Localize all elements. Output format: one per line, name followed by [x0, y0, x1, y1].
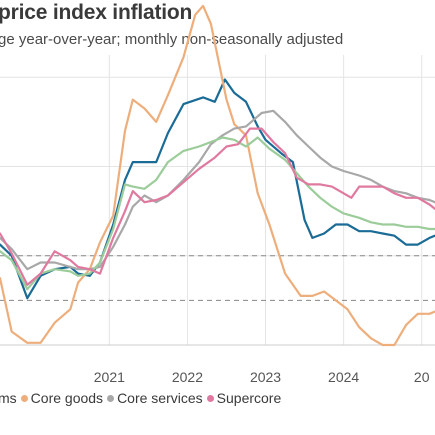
- chart-title: price index inflation: [0, 1, 193, 24]
- x-tick-label: 2021: [94, 369, 125, 385]
- series-line-core-services: [0, 109, 435, 271]
- legend-label: Core goods: [30, 390, 104, 406]
- x-tick-label: 2024: [328, 369, 359, 385]
- legend-label: Core services: [117, 390, 203, 406]
- series-line-ms: [0, 78, 435, 300]
- chart-legend: ms Core goods Core services Supercore: [0, 390, 285, 406]
- legend-dot-icon: [206, 394, 214, 402]
- legend-label: ms: [0, 390, 17, 406]
- legend-item-all: ms: [0, 390, 17, 406]
- legend-item-core-goods: Core goods: [20, 390, 104, 406]
- chart-subtitle: ge year-over-year; monthly non-seasonall…: [0, 31, 344, 48]
- x-tick-label: 2023: [250, 369, 281, 385]
- series-line-unnamed: [0, 136, 435, 291]
- series-line-supercore: [0, 127, 435, 286]
- legend-item-core-services: Core services: [107, 390, 203, 406]
- x-tick-label: 2022: [172, 369, 203, 385]
- legend-dot-icon: [20, 394, 28, 402]
- legend-item-supercore: Supercore: [206, 390, 282, 406]
- series-line-core-goods: [0, 4, 435, 347]
- x-tick-label: 20: [414, 369, 430, 385]
- legend-label: Supercore: [216, 390, 282, 406]
- legend-dot-icon: [107, 394, 115, 402]
